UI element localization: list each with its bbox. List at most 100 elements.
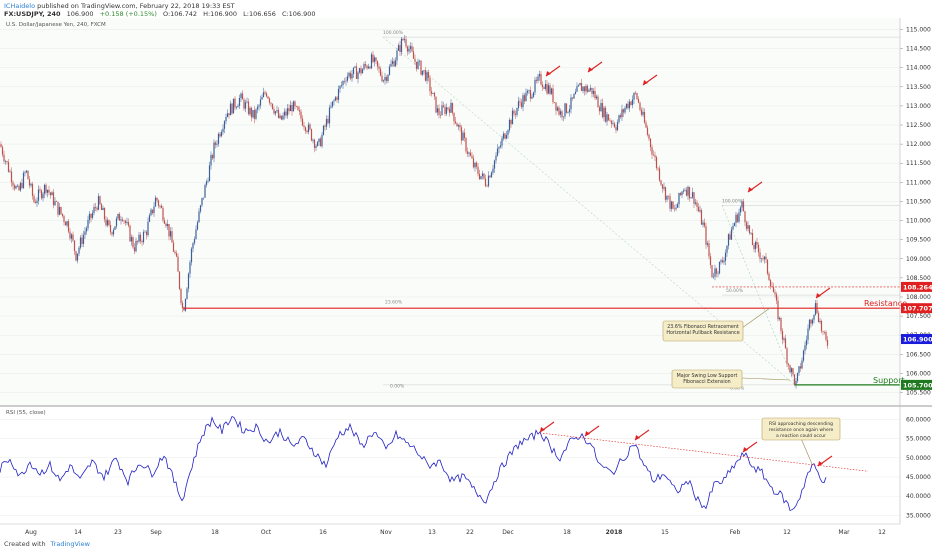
candle-body — [358, 68, 361, 73]
candle-body — [724, 252, 727, 261]
candle-body — [430, 91, 433, 94]
candle-body — [562, 116, 565, 118]
candle-body — [372, 54, 374, 62]
candle-body — [808, 319, 811, 329]
candle-body — [436, 108, 439, 113]
candle-body — [234, 98, 236, 108]
candle-body — [96, 207, 98, 210]
candle-body — [522, 95, 524, 108]
high-value: H:106.900 — [203, 10, 238, 18]
candle-body — [237, 105, 239, 108]
candle-body — [21, 182, 23, 188]
author-link[interactable]: ICHaidelo — [4, 2, 36, 10]
candle-body — [478, 173, 481, 179]
chart-header-publisher: ICHaidelo published on TradingView.com, … — [4, 2, 235, 10]
candle-body — [708, 243, 710, 257]
candle-body — [0, 144, 2, 148]
candle-body — [352, 67, 355, 75]
time-tick-label: 12 — [783, 529, 791, 536]
price-tick-label: 115.000 — [906, 26, 931, 33]
candle-body — [283, 111, 286, 116]
support-price-badge-bg — [901, 379, 932, 390]
candle-body — [243, 99, 245, 109]
candle-body — [391, 61, 394, 64]
time-axis[interactable]: Aug 14 23 Sep 18 Oct 16 Nov 13 22 Dec 18 2018 15 Feb 12… — [25, 529, 886, 536]
main-price-axis[interactable]: 115.000 114.500 114.000 113.500 113.000 112.5… — [900, 26, 932, 397]
candle-body — [420, 60, 422, 75]
resistance-price-badge-bg — [901, 303, 932, 314]
candle-body — [661, 184, 664, 189]
candle-body — [450, 103, 452, 113]
candle-body — [526, 90, 529, 93]
candle-body — [589, 87, 592, 90]
candle-body — [199, 205, 202, 212]
candle-body — [532, 92, 535, 97]
candle-body — [333, 100, 335, 102]
candle-body — [498, 147, 500, 149]
candle-body — [472, 158, 475, 168]
open-value: O:106.742 — [162, 10, 198, 18]
candle-body — [145, 231, 148, 236]
time-tick-label: 22 — [466, 529, 474, 536]
candle-body — [453, 112, 455, 122]
candle-body — [753, 245, 755, 250]
candle-body — [720, 260, 722, 262]
candle-body — [52, 192, 55, 206]
candle-body — [126, 222, 128, 224]
candle-body — [30, 183, 32, 186]
time-tick-label: Mar — [838, 529, 850, 536]
rsi-callout-line: RSI approaching descending — [769, 421, 833, 427]
candle-body — [600, 102, 602, 112]
candle-body — [292, 101, 295, 112]
candle-body — [820, 321, 823, 332]
candle-body — [198, 211, 200, 223]
candle-body — [393, 61, 395, 67]
candle-body — [174, 251, 176, 254]
candle-body — [340, 85, 343, 86]
candle-body — [319, 138, 322, 147]
candle-body — [546, 83, 548, 94]
candle-body — [325, 118, 328, 127]
main-pane-background — [0, 18, 900, 405]
rsi-tick-label: 45.0000 — [906, 474, 931, 481]
candle-body — [150, 209, 152, 216]
rsi-series — [0, 415, 827, 512]
candle-body — [538, 74, 541, 77]
candle-body — [640, 109, 643, 115]
candle-body — [790, 368, 793, 373]
candle-body — [238, 97, 241, 106]
candle-body — [229, 103, 232, 116]
candle-body — [690, 197, 692, 199]
candle-body — [45, 184, 47, 193]
time-tick-label: 13 — [428, 529, 436, 536]
candle-body — [123, 220, 125, 222]
candle-body — [163, 220, 166, 224]
candle-body — [418, 60, 421, 62]
candle-body — [90, 213, 92, 218]
time-tick-label: 12 — [878, 529, 886, 536]
candle-body — [265, 93, 268, 97]
tradingview-logo[interactable]: TradingView — [50, 540, 90, 548]
candle-body — [36, 200, 38, 204]
rsi-axis[interactable]: 60.0000 55.0000 50.0000 45.0000 40.0000 35.00… — [906, 417, 931, 520]
candle-body — [795, 380, 797, 385]
candle-body — [693, 192, 695, 204]
candle-body — [558, 107, 560, 115]
candle-body — [178, 271, 181, 289]
candle-body — [289, 105, 292, 112]
candle-body — [741, 201, 743, 208]
candle-body — [232, 98, 235, 114]
candle-body — [564, 103, 566, 117]
candle-body — [295, 106, 298, 107]
candle-body — [712, 276, 715, 278]
candle-body — [226, 113, 229, 118]
candle-body — [223, 121, 226, 129]
candle-body — [16, 185, 19, 187]
candle-body — [567, 112, 569, 113]
candle-body — [157, 200, 160, 206]
candle-body — [228, 113, 230, 116]
main-red-arrow-head — [588, 67, 593, 72]
candle-body — [565, 103, 568, 113]
candle-body — [103, 208, 106, 220]
